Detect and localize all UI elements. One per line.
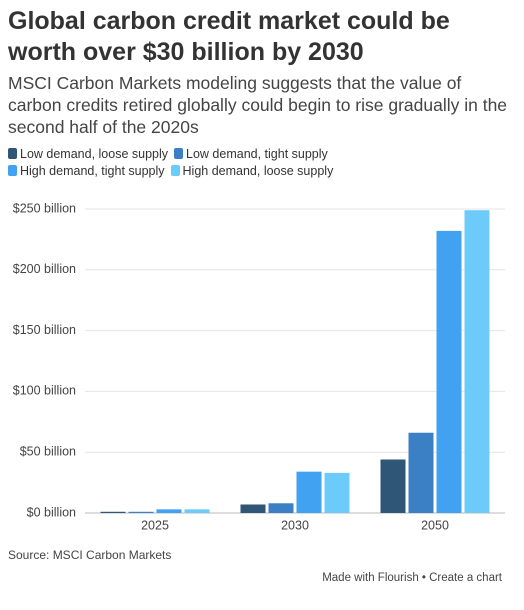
legend: Low demand, loose supply Low demand, tigh…	[8, 145, 368, 179]
bar	[240, 504, 266, 513]
legend-item[interactable]: High demand, loose supply	[170, 162, 334, 179]
credit[interactable]: Made with Flourish • Create a chart	[322, 572, 502, 584]
legend-label: High demand, loose supply	[182, 163, 334, 178]
x-tick-label: 2030	[281, 518, 309, 532]
y-tick-label: $50 billion	[20, 444, 76, 458]
y-tick-label: $150 billion	[13, 323, 76, 337]
chart-title: Global carbon credit market could be wor…	[8, 7, 450, 66]
bar	[324, 472, 350, 513]
legend-label: Low demand, tight supply	[186, 146, 328, 161]
legend-label: Low demand, loose supply	[20, 146, 169, 161]
bar	[464, 210, 490, 513]
bar	[296, 471, 322, 513]
y-tick-label: $0 billion	[27, 505, 76, 519]
bar	[436, 230, 462, 513]
legend-swatch	[8, 165, 17, 176]
legend-item[interactable]: Low demand, tight supply	[174, 145, 328, 162]
legend-item[interactable]: Low demand, loose supply	[8, 145, 168, 162]
bar	[128, 511, 154, 513]
bar	[156, 509, 182, 513]
chart: $0 billion $50 billion $100 billion $150 bi…	[13, 201, 505, 532]
legend-item[interactable]: High demand, tight supply	[8, 162, 165, 179]
y-tick-label: $100 billion	[13, 384, 76, 398]
y-tick-label: $200 billion	[13, 262, 76, 276]
x-tick-label: 2050	[421, 518, 449, 532]
source-note: Source: MSCI Carbon Markets	[8, 548, 172, 562]
y-tick-label: $250 billion	[13, 201, 76, 215]
chart-subtitle: MSCI Carbon Markets modeling suggests th…	[8, 73, 508, 137]
bar	[100, 511, 126, 513]
legend-swatch	[174, 148, 184, 159]
bar	[408, 432, 434, 513]
bar	[184, 509, 210, 513]
bar	[268, 503, 294, 513]
legend-swatch	[170, 165, 180, 176]
bar	[380, 459, 406, 513]
legend-label: High demand, tight supply	[20, 163, 165, 178]
legend-swatch	[8, 148, 17, 159]
x-tick-label: 2025	[141, 518, 169, 532]
